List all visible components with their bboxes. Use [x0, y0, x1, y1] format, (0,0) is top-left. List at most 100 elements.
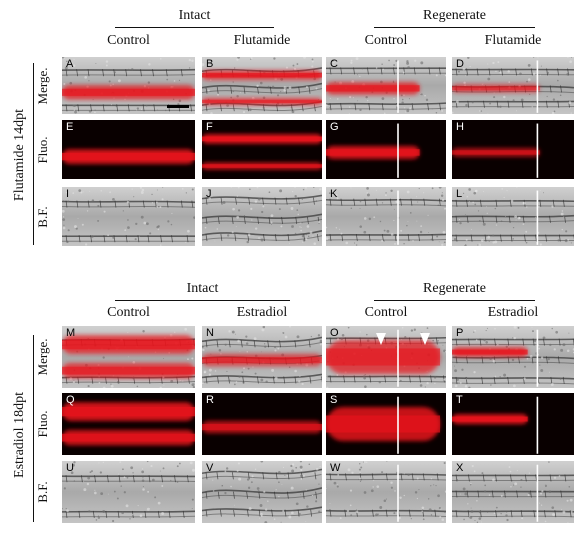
panel-s: S — [326, 393, 446, 455]
group-header-regenerate: Regenerate — [423, 281, 486, 296]
panel-letter: S — [330, 394, 338, 406]
micrograph-image — [62, 57, 195, 114]
condition-bracket — [33, 335, 34, 522]
panel-letter: A — [66, 58, 74, 70]
panel-letter: N — [206, 327, 214, 339]
panel-h: H — [452, 120, 574, 179]
column-label-control: Control — [107, 305, 150, 320]
micrograph-image — [326, 393, 446, 455]
arrowhead-icon — [376, 333, 387, 346]
panel-b: B — [202, 57, 322, 114]
panel-letter: R — [206, 394, 214, 406]
panel-u: U — [62, 461, 195, 523]
micrograph-image — [326, 326, 446, 388]
micrograph-image — [326, 120, 446, 179]
micrograph-image — [202, 393, 322, 455]
panel-letter: Q — [66, 394, 75, 406]
panel-r: R — [202, 393, 322, 455]
intact-rule — [115, 300, 290, 301]
panel-letter: K — [330, 188, 338, 200]
micrograph-image — [62, 120, 195, 179]
micrograph-image — [452, 120, 574, 179]
panel-m: M — [62, 326, 195, 388]
micrograph-image — [202, 326, 322, 388]
condition-bracket — [33, 63, 34, 245]
panel-letter: I — [66, 188, 70, 200]
panel-v: V — [202, 461, 322, 523]
regenerate-rule — [374, 300, 535, 301]
condition-label: Estradiol 18dpt — [12, 392, 27, 478]
micrograph-image — [62, 461, 195, 523]
intact-rule — [115, 27, 274, 28]
row-label-bf: B.F. — [35, 205, 50, 228]
column-label-estradiol: Estradiol — [236, 305, 288, 320]
column-label-flutamide: Flutamide — [484, 33, 542, 48]
row-label-bf: B.F. — [35, 481, 50, 503]
panel-q: Q — [62, 393, 195, 455]
column-label-control: Control — [364, 33, 408, 48]
group-header-intact: Intact — [178, 8, 211, 23]
column-label-control: Control — [107, 33, 150, 48]
panel-t: T — [452, 393, 574, 455]
row-label-fluo: Fluo. — [35, 135, 50, 164]
micrograph-image — [452, 461, 574, 523]
panel-p: P — [452, 326, 574, 388]
micrograph-image — [202, 461, 322, 523]
panel-n: N — [202, 326, 322, 388]
panel-o: O — [326, 326, 446, 388]
micrograph-image — [62, 326, 195, 388]
panel-letter: H — [456, 121, 464, 133]
panel-g: G — [326, 120, 446, 179]
scale-bar — [167, 105, 189, 108]
panel-letter: J — [206, 188, 212, 200]
row-label-merge: Merge. — [35, 67, 50, 104]
micrograph-image — [452, 326, 574, 388]
micrograph-image — [452, 393, 574, 455]
panel-letter: C — [330, 58, 338, 70]
regenerate-rule — [374, 27, 535, 28]
panel-e: E — [62, 120, 195, 179]
micrograph-image — [202, 120, 322, 179]
column-label-flutamide: Flutamide — [233, 33, 291, 48]
micrograph-image — [326, 187, 446, 246]
panel-letter: X — [456, 462, 464, 474]
micrograph-image — [62, 187, 195, 246]
panel-letter: V — [206, 462, 214, 474]
panel-i: I — [62, 187, 195, 246]
panel-k: K — [326, 187, 446, 246]
panel-letter: D — [456, 58, 464, 70]
micrograph-image — [202, 57, 322, 114]
micrograph-image — [326, 461, 446, 523]
condition-label: Flutamide 14dpt — [12, 108, 27, 202]
row-label-merge: Merge. — [35, 338, 50, 376]
micrograph-image — [62, 393, 195, 455]
panel-letter: E — [66, 121, 74, 133]
panel-letter: U — [66, 462, 74, 474]
panel-d: D — [452, 57, 574, 114]
micrograph-image — [202, 187, 322, 246]
panel-letter: L — [456, 188, 463, 200]
row-label-fluo: Fluo. — [35, 410, 50, 438]
panel-x: X — [452, 461, 574, 523]
micrograph-image — [452, 57, 574, 114]
arrowhead-icon — [419, 333, 430, 346]
panel-letter: M — [66, 327, 76, 339]
panel-c: C — [326, 57, 446, 114]
panel-letter: G — [330, 121, 339, 133]
column-label-control: Control — [364, 305, 408, 320]
panel-l: L — [452, 187, 574, 246]
panel-f: F — [202, 120, 322, 179]
panel-letter: O — [330, 327, 339, 339]
panel-w: W — [326, 461, 446, 523]
micrograph-image — [326, 57, 446, 114]
group-header-intact: Intact — [186, 281, 219, 296]
micrograph-image — [452, 187, 574, 246]
panel-letter: F — [206, 121, 213, 133]
panel-letter: W — [330, 462, 341, 474]
panel-a: A — [62, 57, 195, 114]
panel-j: J — [202, 187, 322, 246]
panel-letter: P — [456, 327, 464, 339]
column-label-estradiol: Estradiol — [487, 305, 539, 320]
panel-letter: B — [206, 58, 214, 70]
panel-letter: T — [456, 394, 463, 406]
